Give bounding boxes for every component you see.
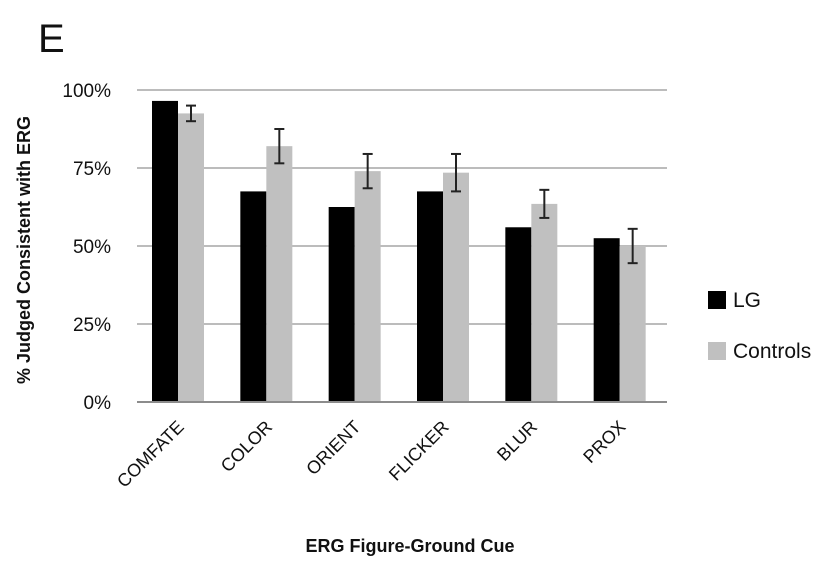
- legend-swatch-controls: [708, 342, 726, 360]
- bar-controls-color: [266, 146, 293, 402]
- bar-lg-orient: [328, 207, 355, 402]
- bar-controls-blur: [531, 203, 558, 402]
- error-bars: [186, 104, 638, 265]
- y-tick-label: 100%: [62, 81, 111, 102]
- legend-label-lg: LG: [733, 289, 761, 312]
- bar-lg-blur: [505, 227, 532, 402]
- bar-controls-flicker: [443, 172, 469, 402]
- x-tick-label: COMFATE: [113, 417, 188, 492]
- x-tick-label: BLUR: [493, 417, 541, 465]
- legend-swatch-lg: [708, 291, 726, 309]
- y-tick-label: 75%: [73, 159, 111, 180]
- y-tick-label: 50%: [73, 237, 111, 258]
- legend: LG Controls: [708, 289, 811, 363]
- y-tick-label: 25%: [73, 315, 111, 336]
- x-tick-labels: COMFATE COLOR ORIENT FLICKER BLUR PROX: [113, 417, 629, 492]
- y-axis-title: % Judged Consistent with ERG: [14, 116, 34, 384]
- panel-label: E: [38, 17, 65, 61]
- legend-label-controls: Controls: [733, 340, 811, 363]
- x-tick-label: COLOR: [217, 417, 276, 476]
- bar-lg-comfate: [152, 100, 178, 403]
- bar-controls-prox: [619, 246, 646, 402]
- bar-lg-color: [240, 191, 267, 402]
- x-tick-label: PROX: [579, 417, 629, 467]
- bar-controls-orient: [354, 171, 381, 402]
- bars: [152, 100, 646, 403]
- x-axis-title: ERG Figure-Ground Cue: [306, 536, 515, 556]
- x-tick-label: ORIENT: [302, 417, 364, 479]
- x-tick-label: FLICKER: [385, 417, 453, 485]
- y-tick-label: 0%: [84, 393, 112, 414]
- y-tick-labels: 0% 25% 50% 75% 100%: [62, 81, 111, 414]
- gridlines: [137, 89, 667, 325]
- bar-controls-comfate: [178, 113, 204, 403]
- bar-lg-flicker: [417, 191, 443, 402]
- bar-lg-prox: [593, 238, 620, 402]
